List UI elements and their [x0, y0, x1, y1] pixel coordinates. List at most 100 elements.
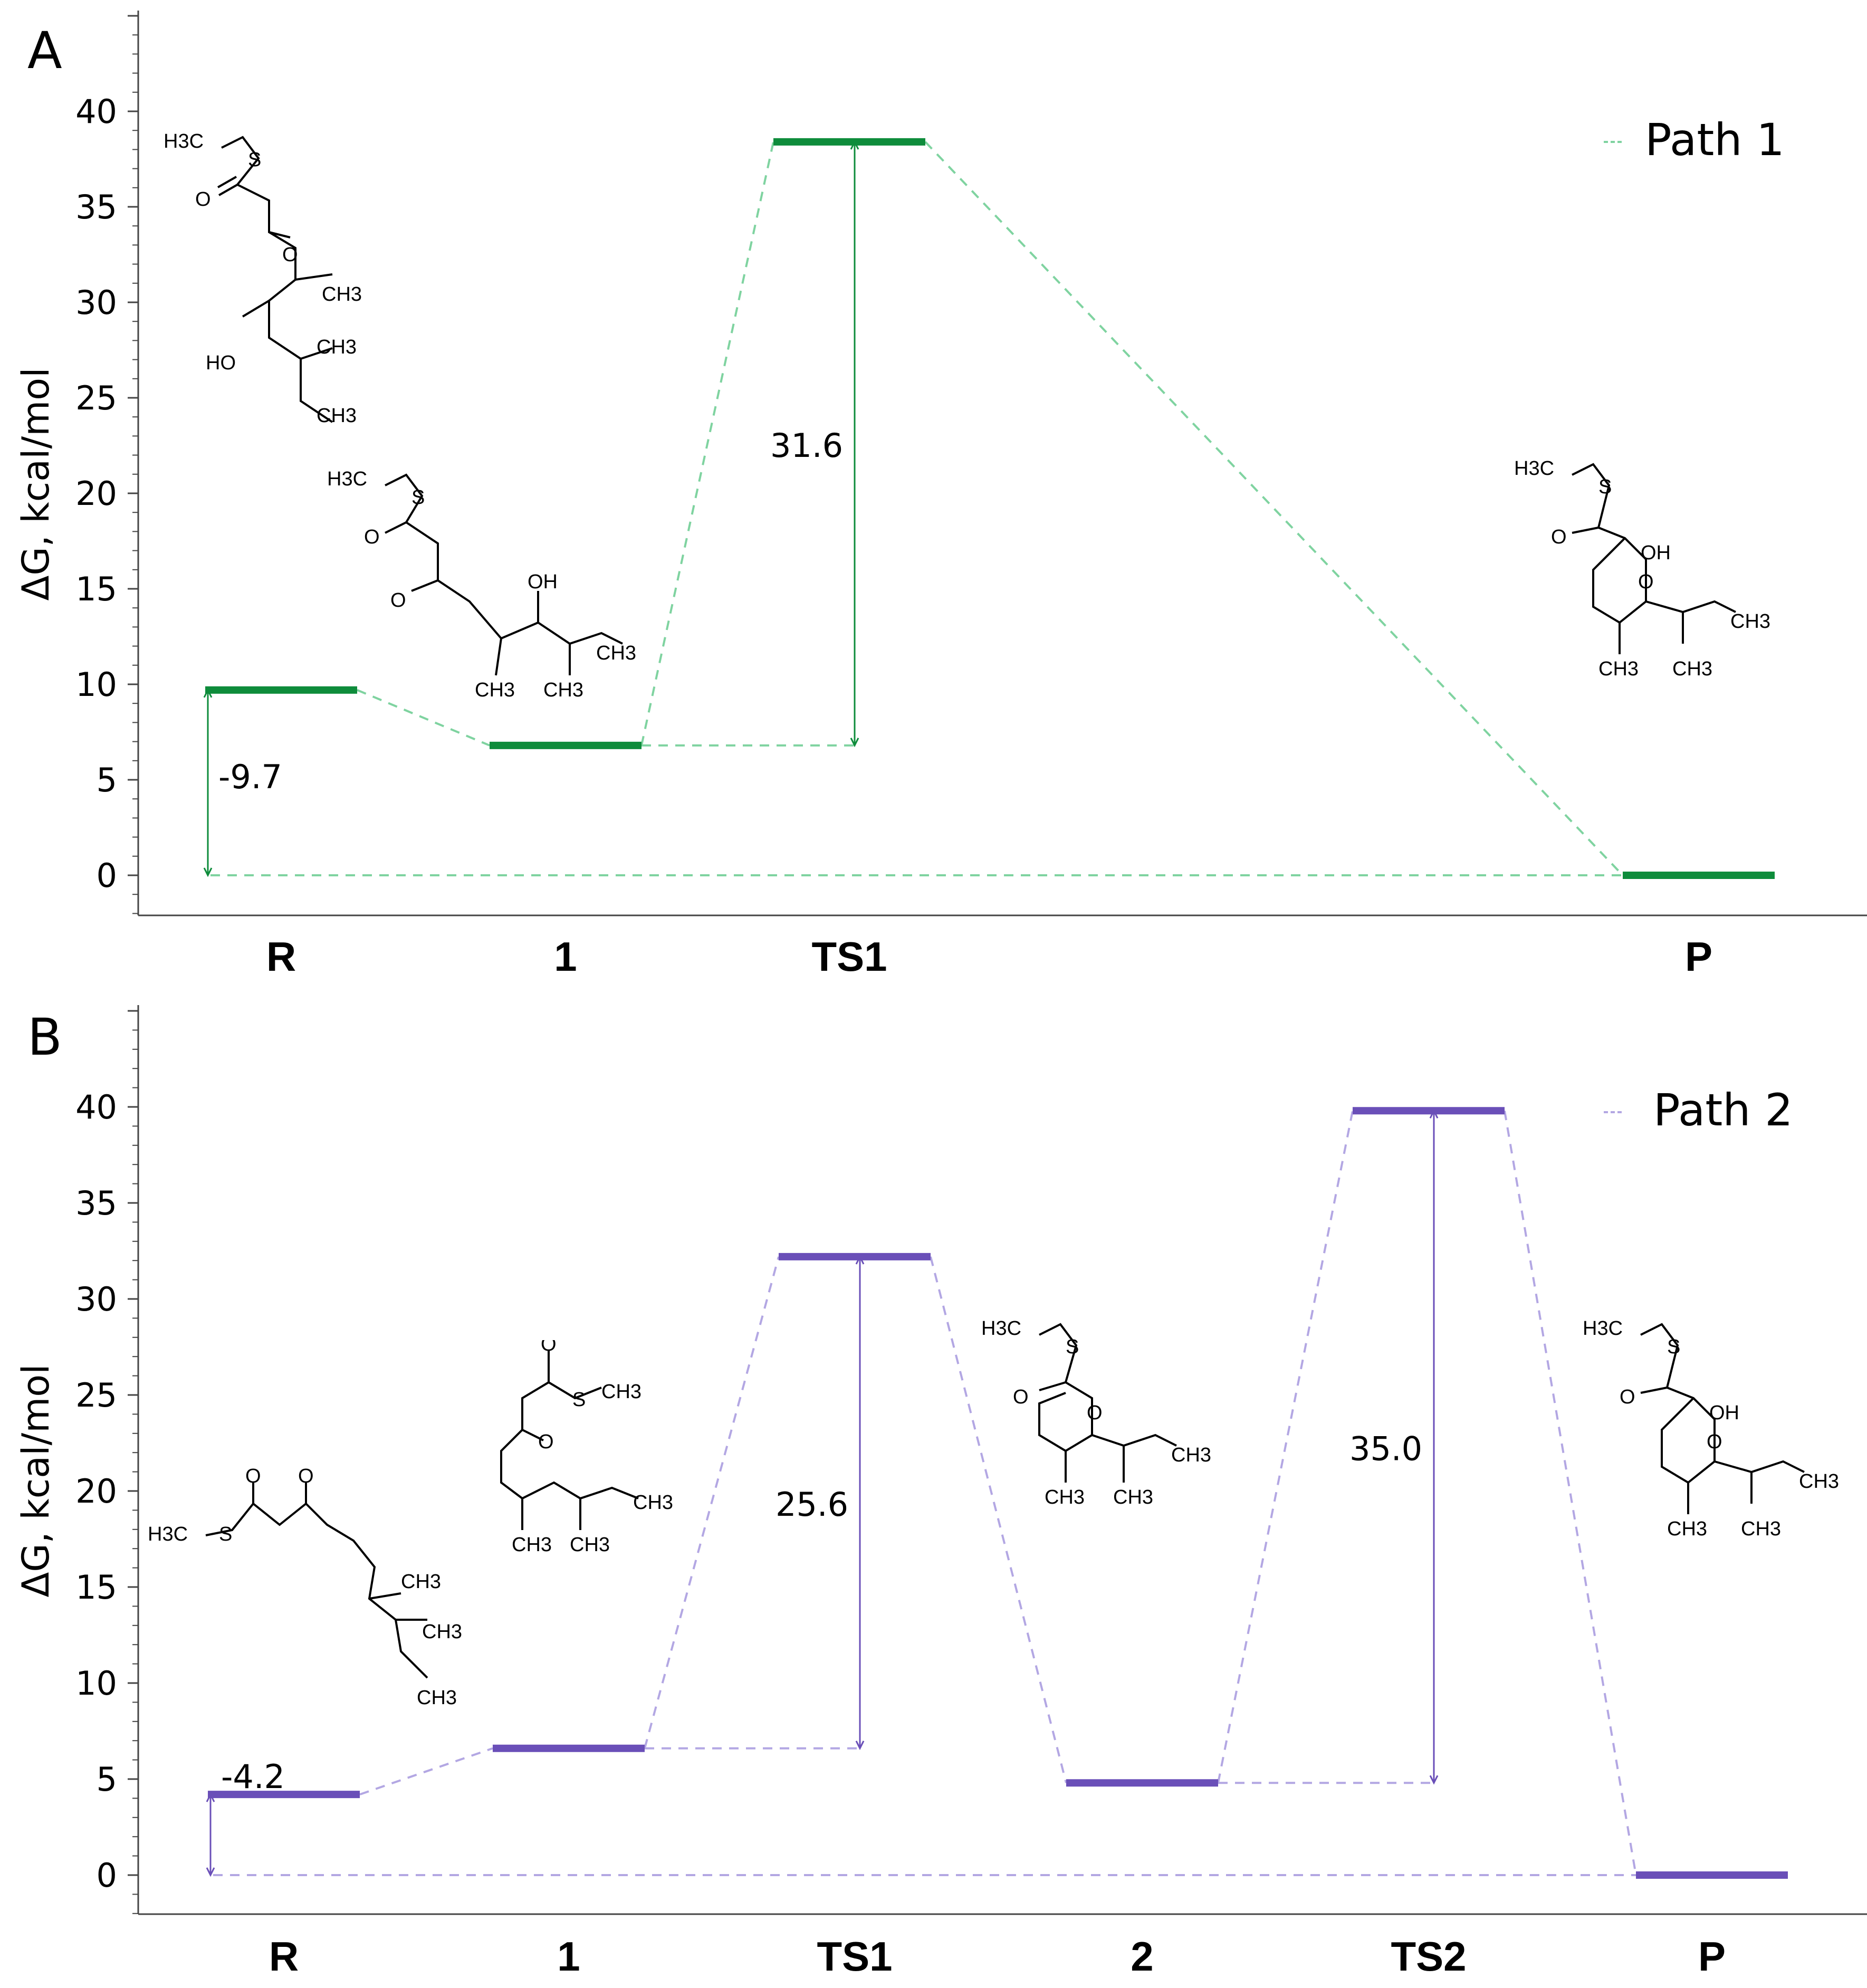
sulfur-label: S	[1667, 1336, 1680, 1358]
y-tick-label-b: 0	[97, 1856, 117, 1895]
methyl-label: H3C	[1583, 1317, 1623, 1340]
y-tick-label-a: 40	[75, 92, 117, 131]
oxygen-label: O	[1638, 571, 1654, 593]
y-tick-label-b: 10	[75, 1664, 117, 1703]
connector-line-b	[644, 1256, 780, 1749]
structure-a-reactant: H3C S O O CH3 HO CH3 CH3	[164, 130, 362, 427]
sulfur-label: S	[219, 1523, 232, 1545]
arrow-head-b	[206, 1867, 215, 1877]
arrow-head-b	[1429, 1775, 1439, 1785]
methyl-label: CH3	[512, 1534, 552, 1556]
y-tick-label-b: 35	[75, 1184, 117, 1222]
y-axis-label-b: ΔG, kcal/mol	[14, 1364, 58, 1597]
panel-label-b: B	[27, 1008, 62, 1067]
y-tick-label-a: 20	[75, 474, 117, 513]
y-tick-label-a: 0	[97, 856, 117, 895]
state-label-b-r: R	[269, 1933, 299, 1980]
state-label-b-2: 2	[1131, 1933, 1153, 1980]
methyl-label: CH3	[1730, 610, 1770, 633]
connector-line-a	[640, 141, 774, 746]
arrow-head-a	[203, 688, 213, 698]
oxygen-label: O	[541, 1340, 557, 1355]
oxygen-label: O	[282, 244, 298, 266]
y-tick-label-b: 25	[75, 1376, 117, 1414]
legend-label-path-1: Path 1	[1645, 114, 1785, 166]
arrow-head-a	[850, 738, 859, 748]
methyl-label: CH3	[633, 1492, 673, 1514]
arrow-head-a	[203, 867, 213, 877]
methyl-label: CH3	[543, 679, 583, 701]
y-tick-label-a: 15	[75, 570, 117, 608]
methyl-label: CH3	[1598, 658, 1639, 680]
state-label-a-p: P	[1685, 933, 1712, 980]
methyl-label: H3C	[981, 1317, 1021, 1340]
hydroxyl-label: OH	[1709, 1402, 1739, 1424]
oxygen-label: O	[1620, 1386, 1635, 1408]
oxygen-label: O	[1707, 1431, 1722, 1453]
oxygen-label: O	[390, 589, 406, 611]
structure-b-intermediate-2: H3C S O O CH3 CH3 CH3	[981, 1317, 1211, 1508]
y-tick-label-a: 25	[75, 379, 117, 417]
y-tick-label-a: 35	[75, 188, 117, 226]
structure-b-product: H3C S O OH O CH3 CH3 CH3	[1583, 1317, 1839, 1540]
methyl-label: CH3	[570, 1534, 610, 1556]
connector-line-b	[1217, 1110, 1354, 1783]
methyl-label: CH3	[1672, 658, 1712, 680]
connector-line-b	[1504, 1110, 1637, 1876]
y-tick-label-b: 20	[75, 1472, 117, 1511]
y-tick-label-b: 5	[97, 1760, 117, 1799]
methyl-label: CH3	[1799, 1470, 1839, 1493]
methyl-label: CH3	[475, 679, 515, 701]
arrow-head-b	[855, 1741, 865, 1751]
sulfur-label: S	[1598, 476, 1612, 498]
hydroxyl-label: OH	[1641, 542, 1671, 564]
methyl-label: CH3	[317, 405, 357, 427]
state-label-b-p: P	[1698, 1933, 1726, 1980]
methyl-label: H3C	[327, 468, 367, 490]
state-label-a-r: R	[266, 933, 296, 980]
sulfur-label: S	[248, 149, 261, 171]
methyl-label: CH3	[317, 336, 357, 358]
methyl-label: CH3	[1741, 1518, 1781, 1540]
methyl-label: CH3	[1045, 1486, 1085, 1508]
oxygen-label: O	[245, 1467, 261, 1487]
oxygen-label: O	[364, 526, 380, 548]
state-label-b-1: 1	[557, 1933, 580, 1980]
methyl-label: H3C	[164, 130, 204, 152]
arrow-head-b	[855, 1255, 865, 1265]
legend-swatch-path-1	[1604, 141, 1622, 143]
y-axis-label-a: ΔG, kcal/mol	[14, 367, 58, 600]
structure-a-intermediate-1: H3C S O O OH CH3 CH3 CH3	[327, 468, 636, 701]
y-tick-label-a: 5	[97, 761, 117, 799]
methyl-label: CH3	[596, 642, 636, 664]
structure-b-reactant: H3C S O O CH3 CH3 CH3	[148, 1467, 462, 1709]
oxygen-label: O	[195, 188, 211, 211]
methyl-label: CH3	[1667, 1518, 1707, 1540]
y-tick-label-b: 15	[75, 1568, 117, 1607]
oxygen-label: O	[1087, 1402, 1103, 1424]
oxygen-label: O	[538, 1431, 554, 1453]
annotation-value-a: -9.7	[218, 758, 282, 796]
y-tick-label-a: 30	[75, 283, 117, 322]
hydroxyl-label: HO	[206, 352, 236, 374]
legend-swatch-path-2	[1604, 1111, 1622, 1113]
sulfur-label: S	[572, 1389, 586, 1411]
methyl-label: CH3	[422, 1621, 462, 1643]
connector-line-a	[357, 689, 490, 747]
state-label-a-1: 1	[554, 933, 577, 980]
annotation-value-a: 31.6	[770, 426, 843, 465]
legend-label-path-2: Path 2	[1653, 1084, 1793, 1136]
y-tick-label-b: 40	[75, 1088, 117, 1126]
arrow-head-b	[206, 1792, 215, 1802]
state-label-a-ts1: TS1	[811, 933, 887, 980]
annotation-value-b: 35.0	[1349, 1429, 1422, 1468]
state-label-b-ts1: TS1	[817, 1933, 892, 1980]
methyl-label: CH3	[1171, 1444, 1211, 1466]
methyl-label: H3C	[148, 1523, 188, 1545]
state-label-b-ts2: TS2	[1391, 1933, 1466, 1980]
methyl-label: CH3	[1113, 1486, 1153, 1508]
sulfur-label: S	[1066, 1336, 1079, 1358]
oxygen-label: O	[1551, 526, 1567, 548]
